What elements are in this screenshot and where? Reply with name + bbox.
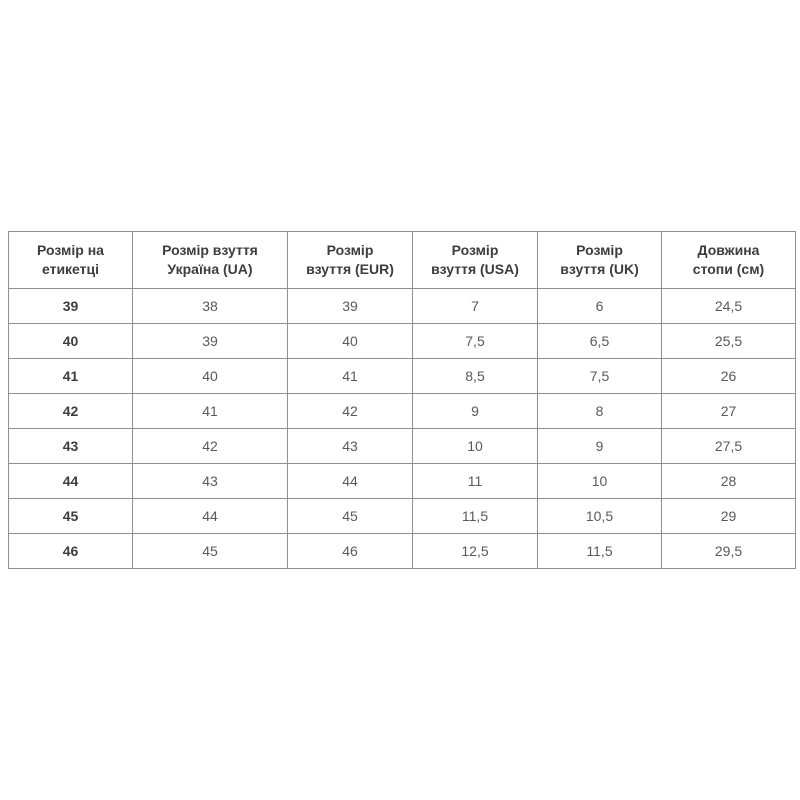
header-line: взуття (EUR) xyxy=(306,261,394,277)
size-value-cell: 46 xyxy=(287,533,413,569)
header-line: Розмір xyxy=(576,242,623,258)
size-value-cell: 44 xyxy=(132,498,288,534)
header-line: етикетці xyxy=(41,261,100,277)
size-value-cell: 40 xyxy=(132,358,288,394)
header-cell-ua-size: Розмір взуття Україна (UA) xyxy=(132,231,288,289)
size-value-cell: 25,5 xyxy=(661,323,796,359)
size-value-cell: 44 xyxy=(287,463,413,499)
header-line: взуття (USA) xyxy=(431,261,519,277)
size-chart-table: Розмір на етикетці Розмір взуття Україна… xyxy=(8,231,796,569)
header-cell-foot-length: Довжина стопи (см) xyxy=(661,231,796,289)
size-value-cell: 43 xyxy=(287,428,413,464)
header-line: Розмір xyxy=(451,242,499,258)
label-size-cell: 39 xyxy=(8,288,133,324)
table-body: 39 38 39 7 6 24,5 40 39 40 7,5 6,5 25,5 41 40 41 8,5 7,5… xyxy=(8,288,796,569)
size-value-cell: 7 xyxy=(412,288,538,324)
table-row: 45 44 45 11,5 10,5 29 xyxy=(8,498,796,534)
header-line: Розмір взуття xyxy=(162,242,258,258)
size-value-cell: 10 xyxy=(412,428,538,464)
size-value-cell: 45 xyxy=(132,533,288,569)
table-row: 41 40 41 8,5 7,5 26 xyxy=(8,358,796,394)
size-value-cell: 45 xyxy=(287,498,413,534)
header-line: взуття (UK) xyxy=(560,261,639,277)
header-cell-eur-size: Розмір взуття (EUR) xyxy=(287,231,413,289)
size-value-cell: 10 xyxy=(537,463,662,499)
table-row: 46 45 46 12,5 11,5 29,5 xyxy=(8,533,796,569)
size-value-cell: 24,5 xyxy=(661,288,796,324)
table-row: 40 39 40 7,5 6,5 25,5 xyxy=(8,323,796,359)
table-row: 43 42 43 10 9 27,5 xyxy=(8,428,796,464)
size-value-cell: 9 xyxy=(412,393,538,429)
table-row: 42 41 42 9 8 27 xyxy=(8,393,796,429)
size-value-cell: 7,5 xyxy=(412,323,538,359)
size-value-cell: 11,5 xyxy=(537,533,662,569)
table-row: 39 38 39 7 6 24,5 xyxy=(8,288,796,324)
size-value-cell: 29 xyxy=(661,498,796,534)
size-value-cell: 39 xyxy=(132,323,288,359)
size-value-cell: 41 xyxy=(287,358,413,394)
size-value-cell: 9 xyxy=(537,428,662,464)
size-value-cell: 10,5 xyxy=(537,498,662,534)
header-cell-label-size: Розмір на етикетці xyxy=(8,231,133,289)
header-line: Україна (UA) xyxy=(167,261,253,277)
size-value-cell: 38 xyxy=(132,288,288,324)
label-size-cell: 44 xyxy=(8,463,133,499)
table-header-row: Розмір на етикетці Розмір взуття Україна… xyxy=(8,231,796,289)
size-value-cell: 39 xyxy=(287,288,413,324)
header-line: Розмір xyxy=(326,242,374,258)
size-value-cell: 27,5 xyxy=(661,428,796,464)
label-size-cell: 43 xyxy=(8,428,133,464)
size-value-cell: 41 xyxy=(132,393,288,429)
size-value-cell: 7,5 xyxy=(537,358,662,394)
label-size-cell: 45 xyxy=(8,498,133,534)
label-size-cell: 40 xyxy=(8,323,133,359)
size-value-cell: 28 xyxy=(661,463,796,499)
size-value-cell: 11 xyxy=(412,463,538,499)
label-size-cell: 46 xyxy=(8,533,133,569)
header-cell-uk-size: Розмір взуття (UK) xyxy=(537,231,662,289)
label-size-cell: 41 xyxy=(8,358,133,394)
size-value-cell: 26 xyxy=(661,358,796,394)
size-value-cell: 12,5 xyxy=(412,533,538,569)
size-value-cell: 29,5 xyxy=(661,533,796,569)
header-line: стопи (см) xyxy=(692,261,765,277)
size-value-cell: 8 xyxy=(537,393,662,429)
header-line: Розмір на xyxy=(37,242,104,258)
size-value-cell: 11,5 xyxy=(412,498,538,534)
size-value-cell: 27 xyxy=(661,393,796,429)
table-row: 44 43 44 11 10 28 xyxy=(8,463,796,499)
size-value-cell: 42 xyxy=(287,393,413,429)
size-value-cell: 8,5 xyxy=(412,358,538,394)
header-line: Довжина xyxy=(697,242,760,258)
label-size-cell: 42 xyxy=(8,393,133,429)
size-chart-container: Розмір на етикетці Розмір взуття Україна… xyxy=(8,231,796,569)
size-value-cell: 6 xyxy=(537,288,662,324)
header-cell-usa-size: Розмір взуття (USA) xyxy=(412,231,538,289)
size-value-cell: 6,5 xyxy=(537,323,662,359)
size-value-cell: 43 xyxy=(132,463,288,499)
size-value-cell: 40 xyxy=(287,323,413,359)
size-value-cell: 42 xyxy=(132,428,288,464)
